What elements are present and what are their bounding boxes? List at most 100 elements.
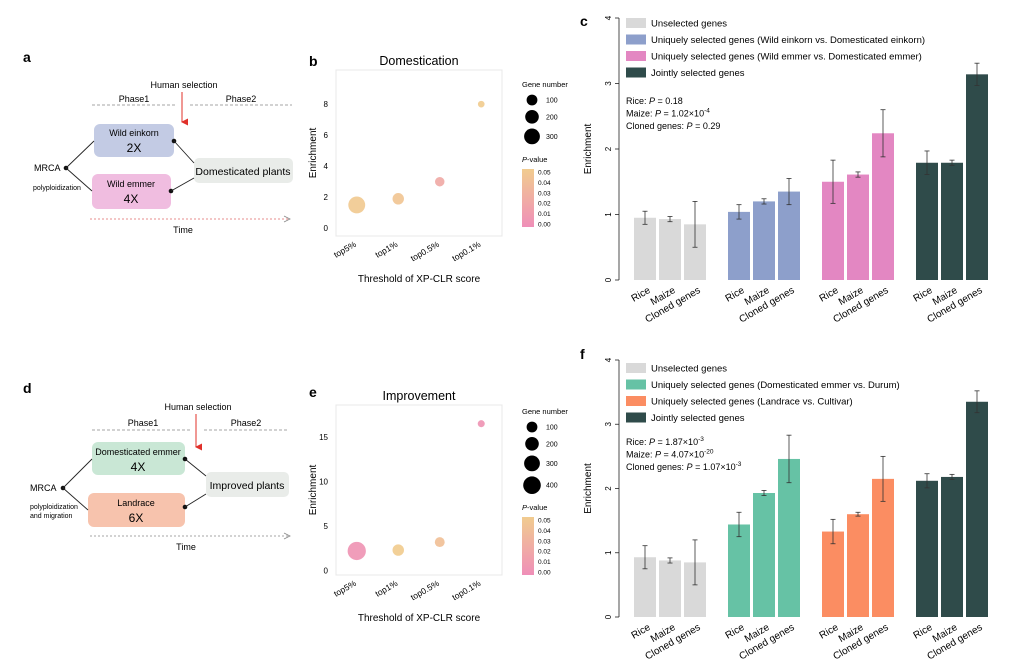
- bar: [847, 174, 869, 280]
- bar: [778, 191, 800, 280]
- legend-label: Jointly selected genes: [651, 413, 745, 424]
- color-legend-tick: 0.01: [538, 559, 551, 566]
- y-axis-label: Enrichment: [583, 123, 594, 174]
- x-tick-label: Rice: [630, 285, 653, 305]
- p-value-annotation: Maize: P = 4.07×10-20: [626, 449, 714, 460]
- legend-label: Uniquely selected genes (Landrace vs. Cu…: [651, 397, 853, 408]
- bar: [684, 224, 706, 280]
- x-tick-label: top5%: [332, 239, 358, 260]
- legend-swatch: [626, 67, 646, 78]
- branch-landrace: [62, 487, 89, 511]
- time-label: Time: [173, 225, 193, 235]
- bar: [966, 401, 988, 617]
- chart-e: Improvement 0 5 10 15 Enrichment top5% top1% top…: [308, 389, 568, 624]
- color-legend-bar: [522, 169, 534, 227]
- x-axis-label: Threshold of XP-CLR score: [358, 613, 481, 624]
- x-tick-label: top0.5%: [409, 578, 441, 602]
- improved-plants-label: Improved plants: [210, 480, 285, 492]
- y-tick-label: 10: [319, 478, 328, 487]
- y-tick-label: 2: [604, 486, 613, 491]
- legend-swatch: [626, 379, 646, 390]
- color-legend-title: P-value: [522, 155, 547, 164]
- data-point: [477, 420, 485, 428]
- size-legend-circle: [524, 128, 540, 145]
- time-axis-arrowhead: [283, 532, 291, 540]
- chart-title: Domestication: [379, 54, 458, 68]
- y-tick-label: 6: [324, 131, 329, 140]
- y-tick-label: 8: [324, 100, 329, 109]
- color-legend-tick: 0.04: [538, 180, 551, 187]
- data-point: [435, 176, 445, 187]
- p-value-annotation: Rice: P = 0.18: [626, 96, 683, 106]
- wild-emmer-ploidy: 4X: [124, 192, 139, 206]
- color-legend-tick: 0.00: [538, 222, 551, 229]
- panel-d-letter: d: [23, 380, 32, 396]
- branch-einkorn-domesticated: [173, 140, 195, 164]
- size-legend-label: 200: [546, 114, 558, 121]
- legend-swatch: [626, 363, 646, 373]
- color-legend-tick: 0.00: [538, 570, 551, 577]
- y-tick-label: 4: [324, 162, 329, 171]
- migration-label: and migration: [30, 513, 73, 520]
- y-tick-label: 2: [604, 146, 613, 151]
- size-legend-label: 100: [546, 98, 558, 105]
- bar: [659, 560, 681, 617]
- color-legend-tick: 0.05: [538, 170, 551, 177]
- y-tick-label: 2: [324, 193, 329, 202]
- data-point: [392, 193, 404, 205]
- legend-swatch: [626, 18, 646, 28]
- y-tick-label: 0: [604, 277, 613, 282]
- branch-emmer: [62, 458, 93, 489]
- panel-d: d Human selection Phase1 Phase2 Domestic…: [23, 380, 291, 552]
- mrca-label: MRCA: [34, 163, 61, 173]
- x-tick-label: top0.5%: [409, 239, 441, 263]
- size-legend-circle: [523, 476, 541, 494]
- bar: [872, 133, 894, 280]
- panel-a: a Human selection Phase1 Phase2 Wild ein…: [23, 49, 293, 235]
- bar: [916, 480, 938, 617]
- x-tick-label: Rice: [818, 285, 841, 305]
- size-legend-label: 400: [546, 483, 558, 490]
- time-label: Time: [176, 542, 196, 552]
- y-tick-label: 15: [319, 433, 328, 442]
- x-tick-label: Rice: [630, 622, 653, 642]
- human-selection-label: Human selection: [164, 402, 231, 412]
- wild-einkorn-box: [94, 124, 174, 157]
- legend-label: Uniquely selected genes (Domesticated em…: [651, 380, 900, 391]
- data-point: [392, 544, 404, 556]
- color-legend-tick: 0.02: [538, 201, 551, 208]
- mrca-label: MRCA: [30, 483, 57, 493]
- size-legend-title: Gene number: [522, 407, 568, 416]
- y-axis-label: Enrichment: [308, 127, 319, 178]
- x-tick-label: top0.1%: [450, 578, 482, 602]
- bar: [728, 211, 750, 280]
- y-tick-label: 4: [604, 15, 613, 20]
- p-value-annotation: Maize: P = 1.02×10-4: [626, 108, 710, 119]
- phase2-label: Phase2: [231, 418, 262, 428]
- x-tick-label: Rice: [724, 285, 747, 305]
- improved-plants-box: [206, 472, 289, 497]
- bar: [872, 478, 894, 617]
- bar: [728, 524, 750, 617]
- bar: [634, 217, 656, 280]
- landrace-ploidy: 6X: [129, 511, 144, 525]
- bar: [941, 162, 963, 280]
- x-tick-label: Rice: [818, 622, 841, 642]
- color-legend-tick: 0.03: [538, 538, 551, 545]
- legend-label: Jointly selected genes: [651, 68, 745, 79]
- size-legend-label: 200: [546, 441, 558, 448]
- size-legend-label: 100: [546, 425, 558, 432]
- x-tick-label: Rice: [912, 285, 935, 305]
- panel-f-letter: f: [580, 346, 585, 362]
- x-tick-label: top0.1%: [450, 239, 482, 263]
- bar: [822, 531, 844, 617]
- chart-title: Improvement: [383, 389, 456, 403]
- data-point: [477, 100, 485, 108]
- branch-einkorn: [65, 140, 95, 169]
- p-value-annotation: Cloned genes: P = 1.07×10-3: [626, 461, 742, 472]
- domesticated-emmer-box: [92, 442, 185, 475]
- branch-landrace-improved: [184, 493, 207, 508]
- human-selection-label: Human selection: [150, 80, 217, 90]
- x-tick-label: top1%: [373, 578, 399, 599]
